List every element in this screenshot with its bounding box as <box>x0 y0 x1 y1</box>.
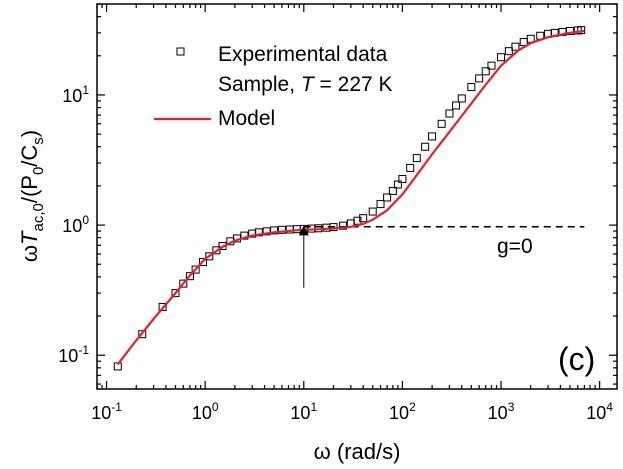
data-point <box>212 246 221 255</box>
data-point <box>398 175 407 184</box>
x-tick-label: 10-1 <box>91 400 122 423</box>
plot-frame <box>96 3 618 390</box>
data-point <box>504 47 513 56</box>
y-tick-labels: 10-1 100 101 <box>58 83 89 366</box>
legend-marker-square <box>176 47 185 56</box>
data-point <box>445 109 454 118</box>
axis-ticks <box>96 3 617 389</box>
data-point <box>481 67 490 76</box>
data-point <box>393 180 402 189</box>
data-point <box>406 163 415 172</box>
data-point <box>171 289 180 298</box>
data-point <box>475 74 484 83</box>
data-point <box>388 186 397 195</box>
data-point <box>179 279 188 288</box>
g0-label: g=0 <box>497 235 533 258</box>
x-tick-label: 103 <box>488 400 515 423</box>
data-point <box>191 265 200 274</box>
data-point <box>428 132 437 141</box>
data-point <box>467 83 476 92</box>
y-tick-label: 101 <box>62 83 89 106</box>
data-point <box>383 193 392 202</box>
y-axis-label: ωTac,0/(P0/Cs) <box>17 130 47 262</box>
legend-entry-experimental: Experimental data <box>218 43 388 66</box>
data-point <box>457 94 466 103</box>
data-point <box>138 330 147 339</box>
data-point <box>359 214 368 223</box>
data-point <box>270 226 279 235</box>
data-point <box>421 142 430 151</box>
data-point <box>437 119 446 128</box>
x-axis-label: ω (rad/s) <box>314 439 401 464</box>
data-point <box>487 61 496 70</box>
panel-label: (c) <box>558 341 595 377</box>
data-point <box>412 154 421 163</box>
x-tick-label: 104 <box>586 400 613 423</box>
data-point <box>158 302 167 311</box>
y-tick-label: 10-1 <box>58 343 89 366</box>
legend: Experimental data Sample, T = 227 K Mode… <box>154 43 393 130</box>
data-point <box>240 231 249 240</box>
data-point <box>277 225 286 234</box>
data-point <box>519 38 528 47</box>
data-point <box>198 258 207 267</box>
data-point <box>368 207 377 216</box>
data-point <box>205 252 214 261</box>
data-point <box>511 42 520 51</box>
data-point <box>339 221 348 230</box>
data-point <box>452 101 461 110</box>
data-point <box>185 272 194 281</box>
data-point <box>376 200 385 209</box>
data-point <box>254 228 263 237</box>
legend-entry-model: Model <box>218 107 275 130</box>
x-tick-labels: 10-1 100 101 102 103 104 <box>91 400 613 423</box>
data-point <box>565 27 574 36</box>
data-point <box>577 26 586 35</box>
x-tick-label: 100 <box>192 400 219 423</box>
legend-entry-sample: Sample, T = 227 K <box>218 73 393 96</box>
data-point <box>497 53 506 62</box>
y-tick-label: 100 <box>62 213 89 236</box>
x-tick-label: 102 <box>389 400 416 423</box>
data-point <box>329 223 338 232</box>
model-line <box>116 29 585 366</box>
x-tick-label: 101 <box>290 400 317 423</box>
